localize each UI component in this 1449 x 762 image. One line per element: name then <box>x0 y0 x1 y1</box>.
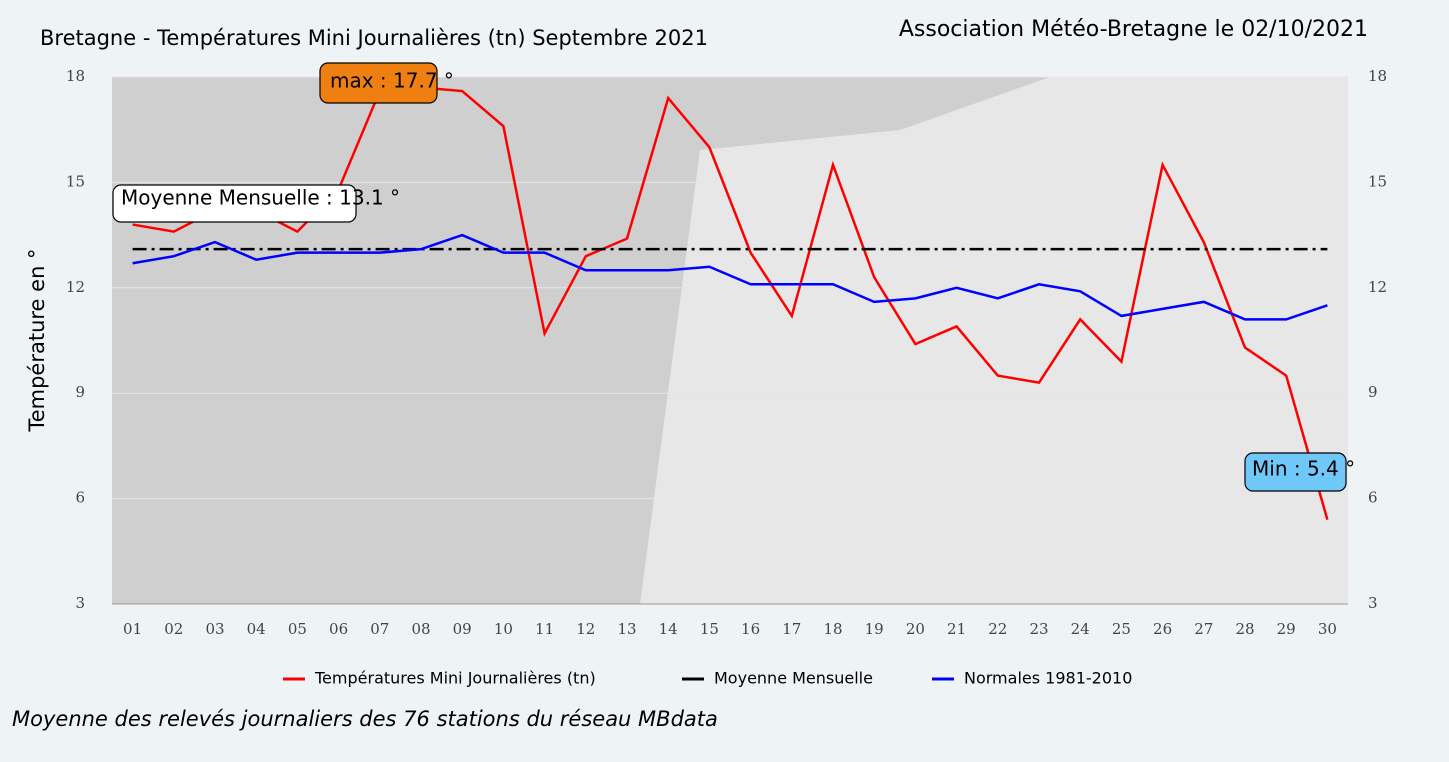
x-tick-label: 19 <box>865 620 884 638</box>
x-tick-label: 03 <box>205 620 224 638</box>
y2-tick-label: 9 <box>1368 383 1378 401</box>
x-tick-label: 18 <box>823 620 842 638</box>
y-tick-label: 9 <box>75 383 85 401</box>
x-tick-label: 21 <box>947 620 966 638</box>
x-tick-label: 12 <box>576 620 595 638</box>
map-background <box>640 77 1348 604</box>
y2-tick-label: 3 <box>1368 594 1378 612</box>
legend-label: Températures Mini Journalières (tn) <box>314 669 596 688</box>
x-tick-label: 26 <box>1153 620 1172 638</box>
x-tick-label: 13 <box>617 620 636 638</box>
x-tick-label: 20 <box>906 620 925 638</box>
x-tick-label: 14 <box>659 620 678 638</box>
x-tick-label: 05 <box>288 620 307 638</box>
chart-subtitle: Association Météo-Bretagne le 02/10/2021 <box>899 17 1368 42</box>
x-tick-label: 23 <box>1029 620 1048 638</box>
x-tick-label: 09 <box>453 620 472 638</box>
annotation-label: max : 17.7 ° <box>330 69 454 93</box>
footer: Moyenne des relevés journaliers des 76 s… <box>12 707 718 731</box>
x-tick-label: 07 <box>370 620 389 638</box>
x-tick-label: 10 <box>494 620 513 638</box>
x-tick-label: 29 <box>1277 620 1296 638</box>
x-tick-label: 22 <box>988 620 1007 638</box>
x-tick-label: 25 <box>1112 620 1131 638</box>
x-tick-label: 28 <box>1235 620 1254 638</box>
annotation-label: Moyenne Mensuelle : 13.1 ° <box>121 186 400 210</box>
legend-label: Moyenne Mensuelle <box>714 669 873 688</box>
y-tick-label: 3 <box>75 594 85 612</box>
y2-tick-label: 12 <box>1368 278 1387 296</box>
x-tick-label: 08 <box>411 620 430 638</box>
series-line <box>132 233 1328 321</box>
annotation-box <box>112 184 357 223</box>
y-tick-label: 15 <box>66 172 85 190</box>
annotation-box <box>319 62 438 104</box>
y2-tick-label: 6 <box>1368 489 1378 507</box>
y-tick-label: 18 <box>66 67 85 85</box>
x-tick-label: 06 <box>329 620 348 638</box>
annotation-label: Min : 5.4 ° <box>1252 457 1355 481</box>
y-tick-label: 6 <box>75 489 85 507</box>
x-tick-label: 30 <box>1318 620 1337 638</box>
y-tick-label: 12 <box>66 278 85 296</box>
y-axis-label: Température en ° <box>25 248 49 432</box>
y2-tick-label: 15 <box>1368 172 1387 190</box>
legend-label: Normales 1981-2010 <box>964 669 1132 688</box>
x-tick-label: 15 <box>700 620 719 638</box>
x-tick-label: 16 <box>741 620 760 638</box>
x-tick-label: 24 <box>1071 620 1090 638</box>
legend: Températures Mini Journalières (tn) Moyen… <box>283 669 1132 688</box>
x-tick-label: 02 <box>164 620 183 638</box>
x-tick-label: 11 <box>535 620 554 638</box>
x-tick-label: 01 <box>123 620 142 638</box>
x-tick-label: 17 <box>782 620 801 638</box>
annotation-box <box>1244 452 1347 492</box>
x-tick-label: 27 <box>1194 620 1213 638</box>
y2-tick-label: 18 <box>1368 67 1387 85</box>
chart-title: Bretagne - Températures Mini Journalière… <box>40 26 708 50</box>
x-tick-label: 04 <box>247 620 266 638</box>
